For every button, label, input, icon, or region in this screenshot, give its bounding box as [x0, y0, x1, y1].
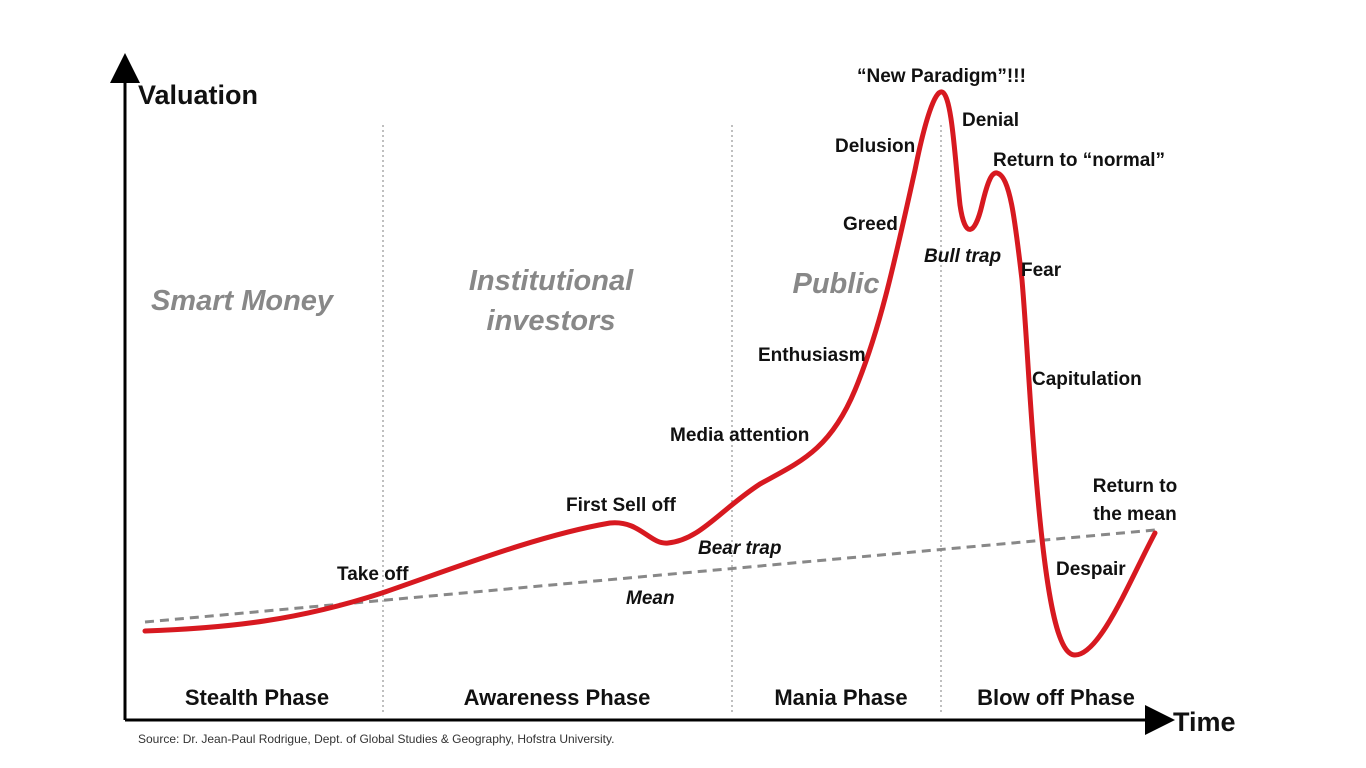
mean-label: Mean	[626, 588, 675, 609]
phase-label: Awareness Phase	[464, 685, 651, 710]
annotation: Fear	[1021, 260, 1062, 281]
phase-label: Mania Phase	[774, 685, 907, 710]
annotation: Denial	[962, 110, 1019, 131]
annotation: Despair	[1056, 559, 1126, 580]
mean-line	[144, 528, 1156, 624]
phase-label: Stealth Phase	[185, 685, 329, 710]
group-label: investors	[487, 305, 616, 337]
annotation: Take off	[337, 564, 409, 585]
group-label: Public	[792, 268, 879, 300]
phase-dividers	[382, 125, 942, 715]
source-note: Source: Dr. Jean-Paul Rodrigue, Dept. of…	[138, 732, 614, 746]
group-label: Smart Money	[151, 285, 335, 317]
annotation: Return to	[1093, 476, 1177, 497]
annotation: Bear trap	[698, 538, 781, 559]
phase-label: Blow off Phase	[977, 685, 1135, 710]
bubble-curve	[142, 89, 1158, 658]
annotation: Enthusiasm	[758, 345, 866, 366]
annotation: Greed	[843, 214, 898, 235]
annotation: Capitulation	[1032, 369, 1142, 390]
annotation: Return to “normal”	[993, 150, 1165, 171]
annotation: First Sell off	[566, 495, 676, 516]
annotation: Media attention	[670, 425, 809, 446]
y-axis-title: Valuation	[138, 80, 258, 110]
annotation: the mean	[1093, 504, 1176, 525]
annotation: “New Paradigm”!!!	[857, 66, 1026, 87]
annotation: Delusion	[835, 136, 915, 157]
annotation: Bull trap	[924, 246, 1001, 267]
x-axis-title: Time	[1173, 707, 1236, 737]
group-label: Institutional	[469, 265, 634, 297]
